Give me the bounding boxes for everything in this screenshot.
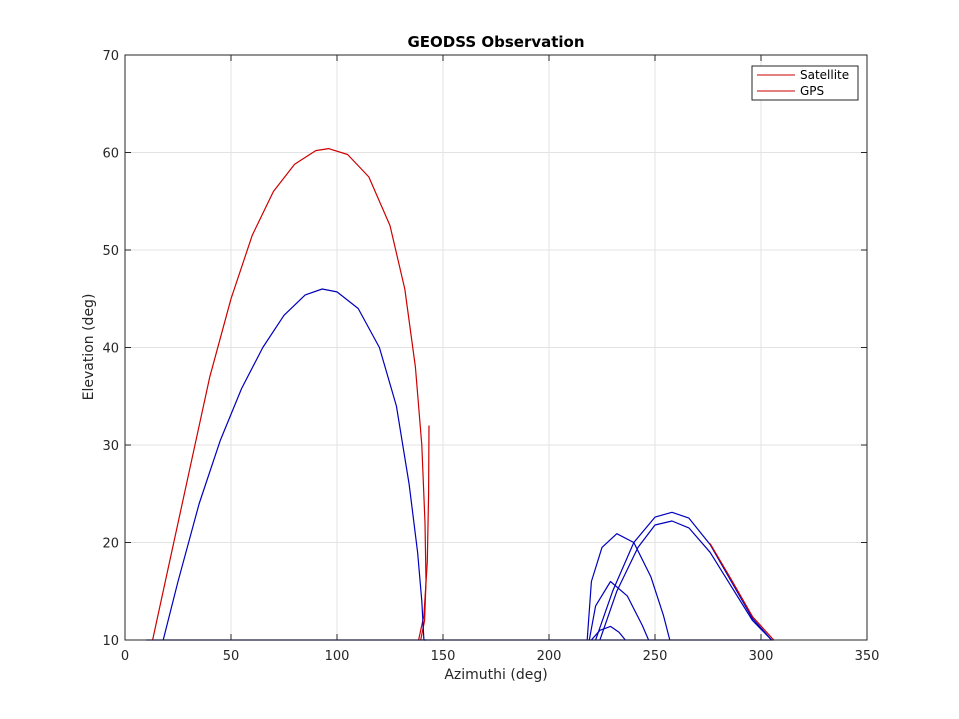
x-axis-label: Azimuthi (deg) [444,667,547,683]
legend-box [751,65,859,101]
series-line-7 [590,625,626,641]
x-tick-label: 100 [325,649,350,664]
legend-label-gps: GPS [800,84,824,98]
series-line-8 [599,520,773,641]
x-tick-label: 150 [431,649,456,664]
y-tick-label: 40 [102,342,119,357]
chart-title: GEODSS Observation [407,33,584,51]
x-tick-label: 200 [537,649,562,664]
legend-label-satellite: Satellite [800,68,849,82]
y-tick-label: 70 [102,49,119,64]
series-line-10 [709,543,775,641]
series-line-1 [418,425,430,641]
plot-area [124,54,868,641]
series-line-5 [586,533,671,641]
y-axis-label: Elevation (deg) [81,294,97,401]
series-line-2 [162,288,425,641]
x-tick-label: 350 [855,649,880,664]
axis-ticks [124,54,868,641]
y-tick-label: 60 [102,147,119,162]
x-tick-label: 250 [643,649,668,664]
x-tick-label: 300 [749,649,774,664]
series-line-9 [595,511,773,641]
y-tick-label: 10 [102,634,119,649]
y-tick-label: 50 [102,244,119,259]
y-tick-label: 30 [102,439,119,454]
series-line-0 [152,148,427,641]
series-line-6 [588,580,650,641]
x-tick-label: 0 [121,649,129,664]
legend: Satellite GPS [751,65,859,101]
x-tick-label: 50 [223,649,240,664]
y-tick-label: 20 [102,537,119,552]
